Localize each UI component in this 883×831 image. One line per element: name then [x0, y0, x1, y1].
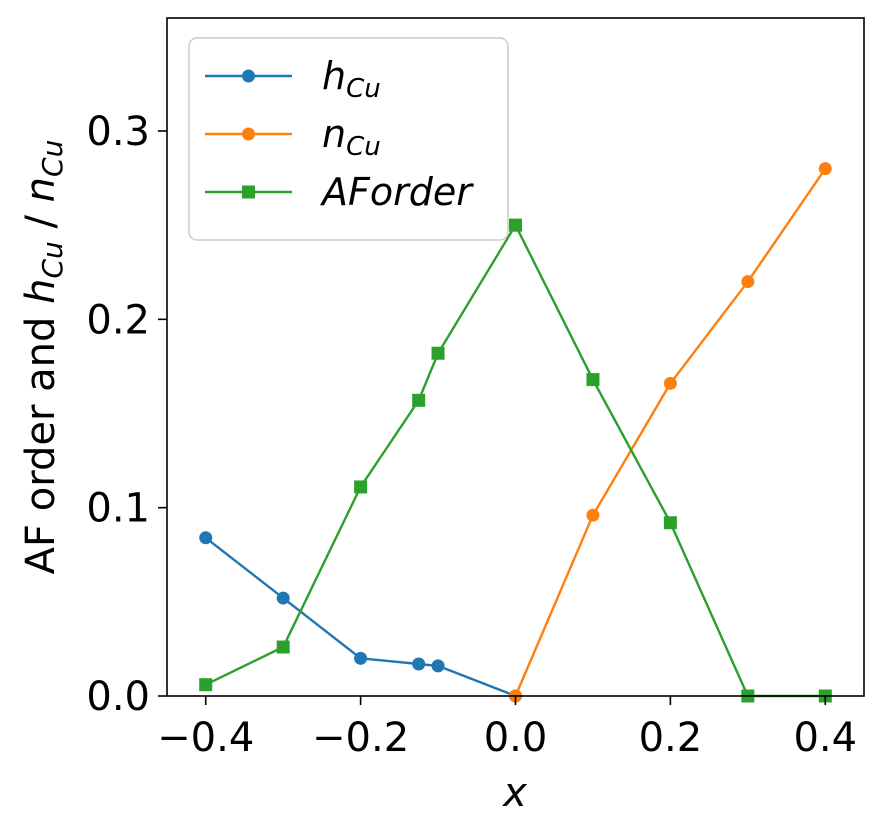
y-axis-label-n-sub: Cu [36, 140, 69, 177]
y-tick-label: 0.1 [86, 486, 150, 532]
series-1-point [586, 508, 600, 522]
legend-label-sub: Cu [346, 74, 381, 104]
ticks-layer: −0.4 −0.2 0.0 0.2 0.4 0.0 0.1 0.2 0.3 [86, 109, 857, 761]
y-axis-label-n: n [18, 177, 64, 202]
legend-label-sub: Cu [346, 132, 381, 162]
series-2-point [412, 393, 426, 407]
series-2-point [199, 678, 213, 692]
series-0-point [354, 651, 368, 665]
legend-label-0: hCu [322, 54, 381, 104]
legend-label-main: n [322, 112, 346, 156]
y-tick-label: 0.3 [86, 109, 150, 155]
series-line-0 [204, 536, 516, 698]
x-tick-label: −0.2 [312, 715, 409, 761]
x-tick-label: 0.0 [484, 715, 548, 761]
x-tick-label: 0.2 [639, 715, 703, 761]
series-2-point [276, 640, 290, 654]
legend-box [188, 37, 509, 241]
legend-marker-0 [242, 69, 255, 83]
x-tick-label: −0.4 [157, 715, 254, 761]
series-0-point [199, 531, 213, 545]
series-0-point [412, 657, 426, 671]
series-2-point [431, 346, 445, 360]
y-axis-label-h-sub: Cu [36, 241, 69, 278]
series-1-point [741, 275, 755, 289]
legend-label-1: nCu [322, 112, 381, 162]
series-line-2 [205, 223, 826, 698]
y-axis-label-sep: / [18, 202, 64, 241]
legend-marker-2 [242, 185, 255, 199]
y-axis-label-prefix: AF order and [18, 304, 64, 574]
legend-label-2: AForder [319, 170, 474, 214]
series-1-point [818, 162, 832, 176]
series-2-point [663, 516, 677, 530]
series-0-point [276, 591, 290, 605]
y-tick-label: 0.0 [86, 674, 150, 720]
y-tick-label: 0.2 [86, 297, 150, 343]
series-2-point [509, 218, 522, 232]
series-2-point [354, 480, 368, 494]
legend-label-main: AForder [319, 170, 474, 214]
series-2-point [586, 373, 600, 387]
y-axis-label-h: h [18, 279, 64, 304]
x-axis-label: x [501, 770, 527, 816]
legend-label-main: h [322, 54, 346, 98]
legend-marker-1 [242, 127, 255, 141]
series-1-point [663, 376, 677, 390]
x-tick-label: 0.4 [793, 715, 857, 761]
series-0-point [431, 659, 445, 673]
y-axis-label: AF order and hCu / nCu [18, 140, 69, 575]
